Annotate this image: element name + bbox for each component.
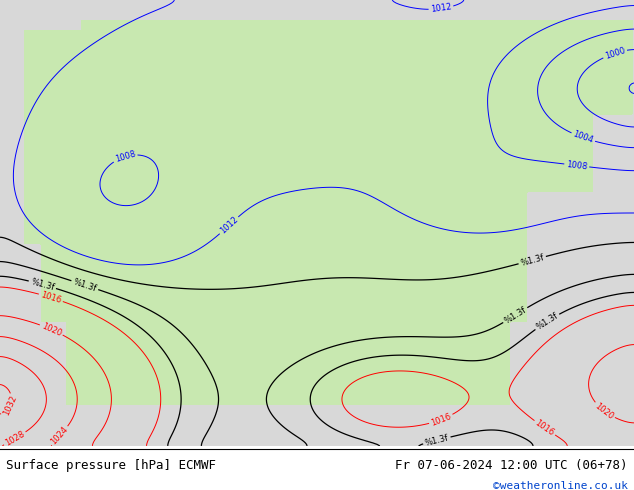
Text: 1016: 1016 — [430, 412, 453, 428]
Text: 1020: 1020 — [40, 321, 63, 338]
Text: %1.3f: %1.3f — [424, 433, 450, 447]
Text: 1024: 1024 — [49, 425, 70, 446]
Text: 1016: 1016 — [39, 290, 62, 305]
Text: %1.3f: %1.3f — [519, 253, 545, 268]
Text: %1.3f: %1.3f — [534, 311, 560, 332]
Text: 1020: 1020 — [593, 401, 616, 421]
Text: %1.3f: %1.3f — [503, 305, 528, 325]
Text: Fr 07-06-2024 12:00 UTC (06+78): Fr 07-06-2024 12:00 UTC (06+78) — [395, 459, 628, 472]
Text: 1012: 1012 — [218, 215, 240, 236]
Text: ©weatheronline.co.uk: ©weatheronline.co.uk — [493, 481, 628, 490]
Text: %1.3f: %1.3f — [72, 277, 98, 293]
Text: 1032: 1032 — [2, 394, 18, 417]
Text: %1.3f: %1.3f — [30, 277, 55, 292]
Text: 1012: 1012 — [430, 2, 452, 14]
Text: 1016: 1016 — [533, 418, 556, 438]
Text: 1008: 1008 — [113, 149, 136, 164]
Text: Surface pressure [hPa] ECMWF: Surface pressure [hPa] ECMWF — [6, 459, 216, 472]
Text: 1028: 1028 — [3, 429, 26, 448]
Text: 1000: 1000 — [604, 46, 626, 61]
Text: 1008: 1008 — [566, 160, 588, 171]
Text: 1004: 1004 — [572, 130, 595, 146]
